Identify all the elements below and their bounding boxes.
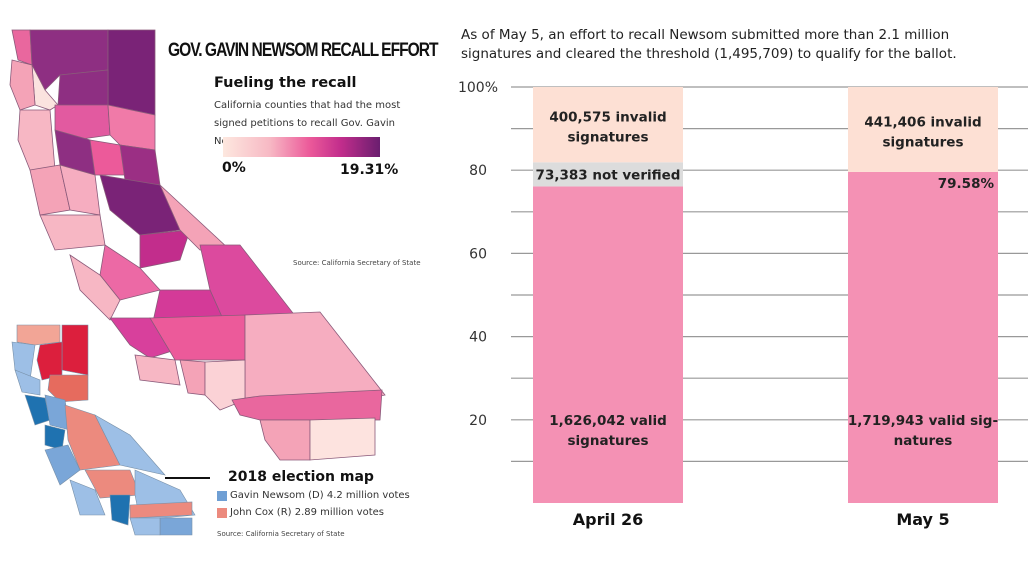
data-label: 1,719,943 valid sig- <box>848 413 998 429</box>
map-county-region <box>99 174 181 236</box>
map-title: GOV. GAVIN NEWSOM RECALL EFFORT <box>168 40 439 61</box>
map-county-region <box>99 244 161 301</box>
map-source: Source: California Secretary of State <box>293 259 421 267</box>
data-label: 400,575 invalid <box>549 110 666 126</box>
map-county-region <box>134 354 181 386</box>
y-tick-label: 40 <box>469 330 487 346</box>
signature-stacked-bar-chart: 20 40 60 80 100% 1,626,042 valid signatures 73,… <box>458 80 1028 529</box>
map-county-region <box>44 444 81 486</box>
map-county-region <box>57 69 109 111</box>
map-county-region <box>64 404 121 471</box>
map-county-region <box>47 374 89 403</box>
y-tick-label: 100% <box>458 80 498 96</box>
bar-segment-not-verified <box>533 162 683 187</box>
y-tick-label: 20 <box>469 413 487 429</box>
data-label: natures <box>894 433 953 449</box>
election-2018-map <box>11 324 196 536</box>
bar-segment-invalid <box>848 87 998 172</box>
map-county-region <box>309 417 376 461</box>
map-county-region <box>259 419 311 461</box>
data-label: 1,626,042 valid <box>549 413 667 429</box>
map-county-region <box>129 501 193 519</box>
bar-segment-valid <box>848 171 998 503</box>
data-label: 73,383 not verified <box>536 167 681 183</box>
map-county-region <box>14 369 41 396</box>
recall-county-map <box>9 29 386 461</box>
x-category-label: April 26 <box>573 510 644 529</box>
color-scale-legend <box>223 137 380 157</box>
map-county-region <box>159 517 193 536</box>
map-county-region <box>204 359 246 411</box>
chart-intro-text: As of May 5, an effort to recall Newsom … <box>461 27 957 62</box>
map-county-region <box>36 341 63 381</box>
map-subtitle: Fueling the recall <box>214 75 357 91</box>
map-county-region <box>54 104 111 141</box>
y-tick-label: 60 <box>469 246 487 262</box>
data-label: signatures <box>568 130 649 146</box>
legend-item-newsom: Gavin Newsom (D) 4.2 million votes <box>217 490 410 501</box>
data-label: 441,406 invalid <box>864 114 981 130</box>
map-county-region <box>109 494 131 526</box>
map-county-region <box>94 414 166 476</box>
election-map-source: Source: California Secretary of State <box>217 530 345 538</box>
map-county-region <box>61 324 89 376</box>
map-county-region <box>69 479 106 516</box>
legend-swatch-red <box>217 507 227 518</box>
data-label: signatures <box>568 433 649 449</box>
map-county-region <box>11 29 33 66</box>
leader-line <box>165 477 210 479</box>
bar-segment-valid <box>533 186 683 503</box>
election-map-title: 2018 election map <box>228 469 374 485</box>
map-county-region <box>129 517 161 536</box>
legend-item-cox: John Cox (R) 2.89 million votes <box>217 507 384 518</box>
map-county-region <box>107 29 156 116</box>
legend-swatch-blue <box>217 490 227 501</box>
data-label: signatures <box>883 134 964 150</box>
map-county-region <box>39 214 106 251</box>
annotation-label: 79.58% <box>938 176 995 192</box>
legend-label: Gavin Newsom (D) 4.2 million votes <box>230 490 410 501</box>
map-county-region <box>159 184 232 251</box>
map-county-region <box>139 229 191 269</box>
map-county-region <box>17 109 56 171</box>
y-tick-label: 80 <box>469 163 487 179</box>
legend-label: John Cox (R) 2.89 million votes <box>230 507 384 518</box>
bar-segment-invalid <box>533 87 683 163</box>
legend-min-label: 0% <box>222 160 246 176</box>
map-county-region <box>16 324 61 346</box>
legend-max-label: 19.31% <box>340 162 399 178</box>
map-county-region <box>69 254 121 321</box>
map-county-region <box>9 59 36 111</box>
map-county-region <box>231 389 383 421</box>
x-category-label: May 5 <box>896 510 949 529</box>
map-county-region <box>109 317 176 359</box>
